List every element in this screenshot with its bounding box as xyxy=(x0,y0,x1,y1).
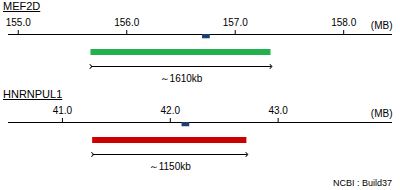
svg-text:～1610kb: ～1610kb xyxy=(160,73,203,84)
svg-text:～1150kb: ～1150kb xyxy=(149,161,192,172)
svg-text:(MB): (MB) xyxy=(371,108,393,119)
html-text:NCBI : Build37: NCBI : Build37 xyxy=(333,178,392,188)
svg-text:41.0: 41.0 xyxy=(53,105,73,116)
html-text:MEF2D: MEF2D xyxy=(3,0,41,12)
svg-text:155.0: 155.0 xyxy=(6,17,31,28)
svg-text:156.0: 156.0 xyxy=(114,17,139,28)
html-text:HNRNPUL1: HNRNPUL1 xyxy=(3,88,63,100)
svg-text:(MB): (MB) xyxy=(371,20,393,31)
svg-text:42.0: 42.0 xyxy=(161,105,181,116)
svg-text:157.0: 157.0 xyxy=(223,17,248,28)
svg-text:43.0: 43.0 xyxy=(268,105,288,116)
svg-text:158.0: 158.0 xyxy=(331,17,356,28)
